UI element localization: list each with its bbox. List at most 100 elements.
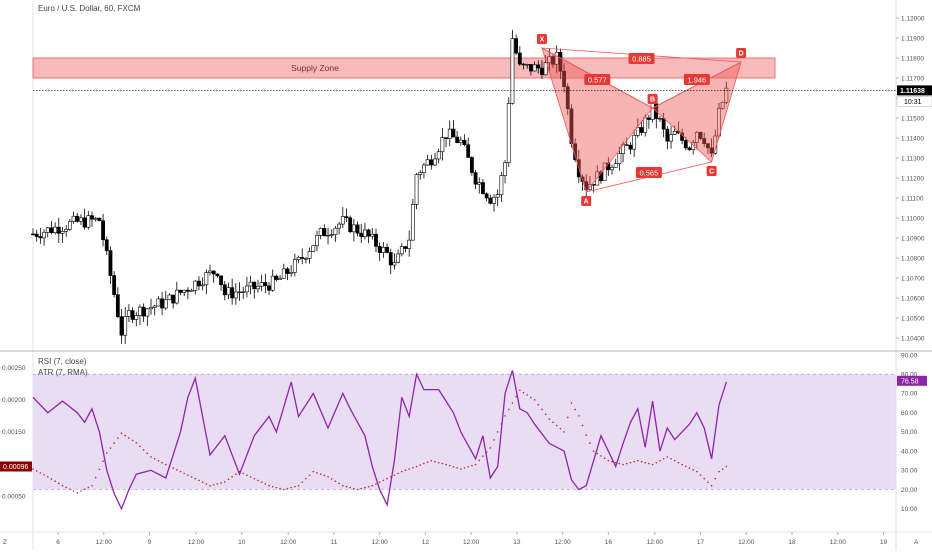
candle-body <box>296 257 301 260</box>
atr-dot <box>710 484 713 487</box>
atr-dot <box>194 477 197 480</box>
atr-dot <box>463 467 466 469</box>
time-tick-label: 12:00 <box>372 539 389 546</box>
atr-dot <box>430 459 433 462</box>
candle-body <box>418 172 423 175</box>
candle-body <box>433 158 437 166</box>
candle-body <box>307 251 312 259</box>
candle-body <box>348 217 353 233</box>
atr-dot <box>559 427 562 430</box>
candle-body <box>163 299 168 309</box>
candle-body <box>56 226 61 234</box>
atr-legend: ATR (7, RMA) <box>38 368 88 377</box>
atr-dot <box>102 460 104 463</box>
atr-dot <box>91 484 93 487</box>
candle-body <box>123 316 128 336</box>
atr-dot <box>98 468 101 471</box>
atr-dot <box>54 480 56 483</box>
atr-dot <box>478 459 481 462</box>
candle-body <box>440 137 445 153</box>
symbol-title: Euro / U.S. Dollar, 60, FXCM <box>38 4 141 13</box>
candle-body <box>156 298 161 307</box>
atr-dot <box>139 445 141 448</box>
atr-dot <box>718 470 720 473</box>
candle-body <box>388 252 393 266</box>
candle-body <box>643 117 648 133</box>
rsi-band <box>33 374 896 490</box>
candle-body <box>333 227 338 235</box>
atr-dot <box>319 473 322 475</box>
time-tick-label: 12:00 <box>96 539 113 546</box>
atr-dot <box>648 462 650 465</box>
atr-dot <box>268 484 270 487</box>
candle-body <box>233 291 238 299</box>
candle-body <box>322 228 327 237</box>
candle-body <box>466 144 471 158</box>
candle-body <box>208 270 212 273</box>
candle-body <box>60 231 65 234</box>
atr-dot <box>629 461 632 464</box>
candle-body <box>211 270 216 275</box>
atr-value-badge <box>0 461 32 472</box>
atr-dot <box>530 396 532 399</box>
time-tick-label: 13 <box>513 539 521 546</box>
atr-dot <box>142 449 145 451</box>
atr-dot <box>555 424 558 427</box>
candle-body <box>245 285 249 293</box>
atr-dot <box>607 459 610 462</box>
atr-dot <box>334 480 337 483</box>
time-tick-label: 16 <box>605 539 613 546</box>
candle-body <box>706 143 710 149</box>
candle-body <box>628 144 633 150</box>
candle-body <box>687 147 692 150</box>
candle-body <box>82 217 87 228</box>
time-tick-label: 12:00 <box>280 539 297 546</box>
atr-dot <box>437 461 440 464</box>
candle-body <box>119 316 124 336</box>
candle-body <box>672 131 677 135</box>
candle-body <box>248 281 253 287</box>
atr-dot <box>423 462 425 465</box>
candle-body <box>97 217 102 221</box>
atr-dot <box>35 470 38 472</box>
atr-dot <box>172 467 174 469</box>
atr-dot <box>80 490 82 492</box>
rsi-tick-label: 30.00 <box>901 468 918 475</box>
ratio-label: 1.946 <box>687 76 706 85</box>
atr-dot <box>201 481 204 483</box>
atr-dot <box>43 474 45 476</box>
supply-zone <box>32 57 776 79</box>
atr-dot <box>659 459 661 462</box>
rsi-tick-label: 50.00 <box>901 429 918 436</box>
atr-dot <box>511 402 514 404</box>
atr-dot <box>467 466 469 468</box>
point-x-badge <box>536 34 547 44</box>
candle-body <box>337 223 342 229</box>
countdown-badge <box>896 96 932 107</box>
rsi-tick-label: 70.00 <box>901 391 918 398</box>
indicator-layer <box>32 370 896 511</box>
candle-body <box>141 306 146 317</box>
candle-body <box>42 231 46 239</box>
candle-body <box>130 310 135 320</box>
atr-dot <box>393 474 396 476</box>
candle-body <box>532 64 537 72</box>
candle-body <box>344 216 349 219</box>
candle-body <box>67 221 72 230</box>
candle-body <box>554 52 559 65</box>
candle-body <box>635 127 640 136</box>
candle-body <box>543 62 548 76</box>
candle-body <box>492 196 496 204</box>
supply-zone-label: Supply Zone <box>291 63 339 73</box>
candle-body <box>355 224 360 234</box>
time-tick-label: 11 <box>331 539 338 546</box>
atr-dot <box>164 463 167 466</box>
atr-dot <box>246 474 248 476</box>
last-price-text: 1.11638 <box>900 88 925 95</box>
zoom-letter-z: Z <box>3 539 7 546</box>
point-a-label: A <box>584 199 589 206</box>
candle-body <box>329 234 334 236</box>
atr-dot <box>50 478 53 480</box>
